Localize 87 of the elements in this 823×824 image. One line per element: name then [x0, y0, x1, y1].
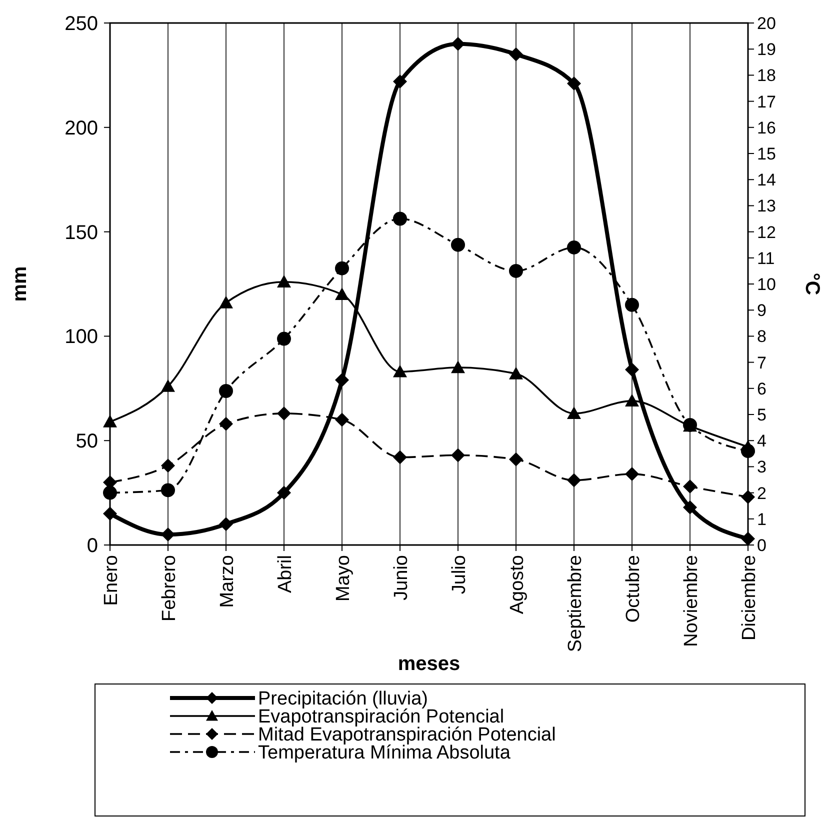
- point: [625, 467, 639, 482]
- x-tick-label: Julio: [449, 555, 470, 594]
- x-tick-label: Junio: [391, 555, 412, 600]
- x-tick-label: Marzo: [217, 555, 238, 608]
- point: [219, 416, 233, 431]
- y-tick-label: 100: [64, 326, 98, 348]
- point: [451, 36, 465, 51]
- y2-tick-label: 12: [757, 222, 776, 242]
- point: [741, 490, 755, 504]
- y-tick-label: 200: [64, 117, 98, 140]
- x-tick-label: Diciembre: [739, 555, 760, 641]
- point: [277, 486, 291, 500]
- point: [277, 332, 291, 346]
- y2-tick-label: 5: [757, 405, 766, 424]
- y2-tick-label: 13: [757, 196, 776, 216]
- y2-tick-label: 17: [757, 92, 776, 112]
- point: [161, 379, 175, 392]
- x-axis-title: meses: [398, 653, 460, 675]
- point: [625, 298, 639, 312]
- point: [103, 414, 117, 428]
- point: [161, 483, 175, 498]
- point: [219, 517, 233, 532]
- x-tick-label: Noviembre: [681, 555, 702, 647]
- point: [393, 74, 407, 88]
- y-tick-label: 250: [64, 13, 98, 35]
- point: [103, 506, 117, 521]
- x-tick-label: Septiembre: [565, 555, 586, 652]
- y2-tick-label: 16: [757, 118, 776, 138]
- y2-tick-label: 4: [757, 432, 766, 451]
- point: [451, 448, 465, 462]
- point: [567, 76, 581, 91]
- point: [451, 360, 465, 374]
- point: [625, 394, 639, 407]
- y2-tick-label: 18: [757, 66, 776, 86]
- point: [509, 264, 523, 278]
- point: [335, 412, 349, 427]
- point: [393, 212, 407, 226]
- point: [103, 486, 117, 500]
- y2-tick-label: 9: [757, 301, 766, 320]
- y-axis-title: mm: [9, 266, 31, 302]
- point: [393, 364, 407, 378]
- point: [393, 450, 407, 464]
- point: [683, 480, 697, 494]
- point: [509, 366, 523, 380]
- y-tick-label: 150: [64, 222, 98, 244]
- y2-tick-label: 20: [757, 14, 776, 33]
- y2-tick-label: 0: [757, 536, 766, 555]
- x-tick-label: Mayo: [333, 555, 354, 602]
- point: [277, 406, 291, 420]
- point: [219, 296, 233, 308]
- point: [683, 500, 697, 514]
- point: [509, 452, 523, 466]
- point: [741, 444, 755, 458]
- y2-tick-label: 1: [757, 510, 766, 529]
- y2-tick-label: 15: [757, 144, 776, 164]
- point: [335, 287, 349, 300]
- point: [451, 238, 465, 252]
- x-tick-label: Agosto: [507, 555, 528, 614]
- x-tick-label: Octubre: [623, 555, 644, 623]
- point: [277, 274, 291, 288]
- point: [625, 362, 639, 377]
- point: [509, 47, 523, 62]
- y2-tick-label: 19: [757, 40, 776, 60]
- point: [741, 532, 755, 546]
- point: [567, 406, 581, 420]
- point: [161, 458, 175, 473]
- point: [567, 473, 581, 488]
- point: [335, 261, 349, 276]
- legend-label: Precipitación (lluvia): [258, 688, 428, 710]
- x-tick-label: Febrero: [159, 555, 180, 622]
- y2-tick-label: 11: [757, 248, 775, 268]
- y2-tick-label: 7: [757, 353, 766, 372]
- y-tick-label: 0: [86, 535, 98, 557]
- y2-tick-label: 2: [757, 484, 766, 503]
- y2-tick-label: 8: [757, 327, 766, 346]
- x-tick-label: Enero: [101, 555, 122, 606]
- x-tick-label: Abril: [275, 555, 296, 594]
- y2-tick-label: 10: [757, 274, 776, 294]
- y2-tick-label: 14: [757, 170, 776, 190]
- point: [161, 528, 175, 542]
- y-tick-label: 50: [76, 430, 98, 453]
- point: [219, 384, 233, 398]
- y2-tick-label: 3: [757, 458, 766, 477]
- point: [567, 240, 581, 254]
- y2-axis-title: °C: [801, 272, 823, 296]
- point: [335, 373, 349, 388]
- y2-tick-label: 6: [757, 379, 766, 398]
